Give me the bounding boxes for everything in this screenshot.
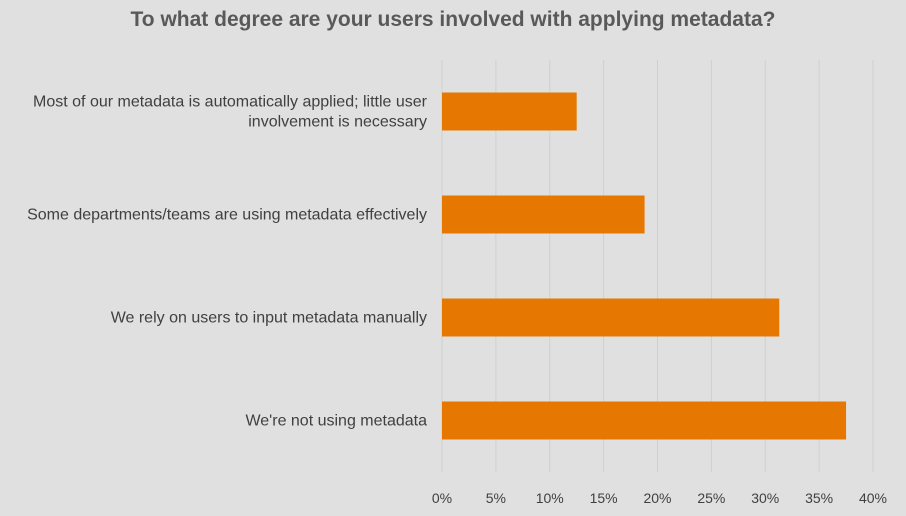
x-tick-label: 40%: [859, 490, 887, 506]
x-tick-label: 0%: [432, 490, 452, 506]
x-tick-label: 15%: [590, 490, 618, 506]
category-label: We're not using metadata: [245, 413, 427, 430]
category-label: Most of our metadata is automatically ap…: [33, 94, 428, 111]
x-tick-label: 25%: [697, 490, 725, 506]
category-label: We rely on users to input metadata manua…: [111, 310, 427, 327]
x-tick-label: 20%: [643, 490, 671, 506]
x-tick-label: 30%: [751, 490, 779, 506]
bar: [442, 195, 645, 234]
category-label: Some departments/teams are using metadat…: [27, 207, 427, 224]
bar: [442, 298, 780, 337]
bar: [442, 401, 847, 440]
x-tick-label: 5%: [486, 490, 506, 506]
category-label: involvement is necessary: [248, 114, 427, 131]
bar: [442, 92, 577, 131]
x-tick-label: 10%: [536, 490, 564, 506]
x-tick-label: 35%: [805, 490, 833, 506]
chart-title: To what degree are your users involved w…: [130, 8, 776, 31]
